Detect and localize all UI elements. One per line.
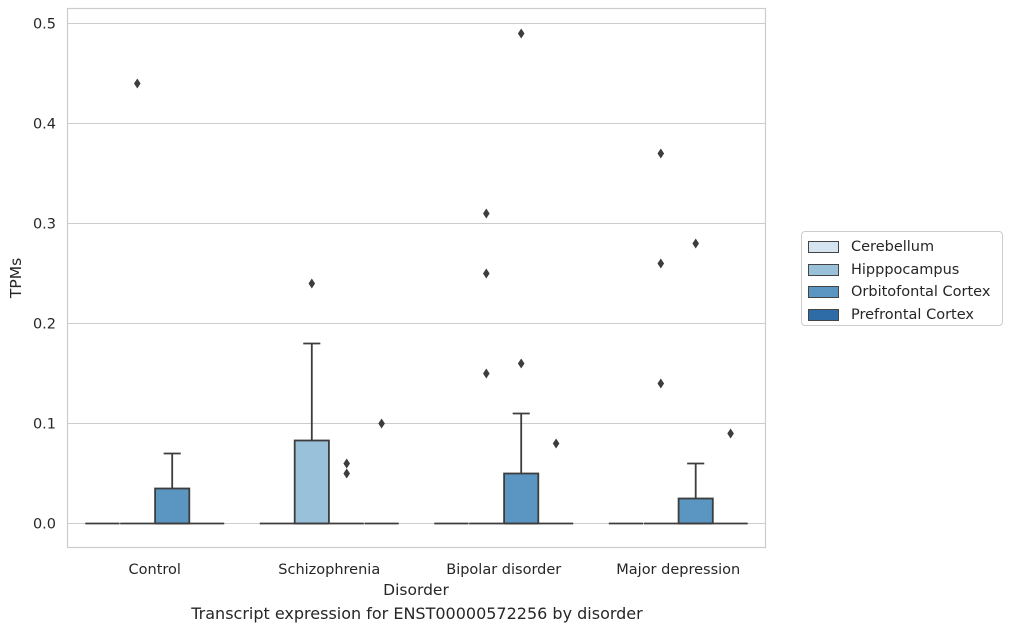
box-orbitofontal-cortex [503,28,540,525]
legend-swatch [808,263,839,276]
box-body [154,487,191,525]
outlier-point [343,458,350,469]
outlier-point [657,258,665,269]
y-tick-label: 0.0 [33,517,56,533]
y-tick-label: 0.3 [33,217,56,233]
outlier-point [517,28,525,39]
outlier-point [134,78,141,89]
outlier-point [483,208,490,219]
outlier-point [552,438,560,449]
box-orbitofontal-cortex [154,452,191,525]
x-tick-label: Schizophrenia [278,562,380,578]
box-hipppocampus [120,78,155,525]
box-hipppocampus [293,278,330,525]
outlier-point [343,468,350,479]
x-tick-label: Major depression [616,562,740,578]
y-tick-label: 0.2 [33,317,56,333]
plot-area-frame [66,7,767,549]
outlier-point [517,358,525,369]
x-axis-ticks: Control Schizophrenia Bipolar disorder Majo… [129,562,741,578]
chart-caption: Transcript expression for ENST0000057225… [191,604,643,623]
outlier-point [692,238,699,249]
box-prefrontal-cortex [364,418,399,525]
y-axis-label: TPMs [7,258,25,299]
legend-item-cerebellum: Cerebellum [808,236,996,259]
grid-lines [67,22,766,525]
outlier-point [483,368,490,379]
x-axis-label: Disorder [383,581,449,599]
box-body [677,497,714,525]
box-prefrontal-cortex [713,428,748,525]
box-series [85,28,748,525]
box-body [293,439,330,525]
x-tick-label: Bipolar disorder [446,562,561,578]
outlier-point [657,148,665,159]
box-orbitofontal-cortex [329,458,364,525]
box-orbitofontal-cortex [677,238,714,525]
x-tick-label: Control [129,562,181,578]
box-hipppocampus [643,148,678,525]
legend-item-prefrontal-cortex: Prefrontal Cortex [808,304,996,327]
y-axis-ticks: 0.0 0.1 0.2 0.3 0.4 0.5 [33,17,56,533]
box-prefrontal-cortex [538,438,574,525]
outlier-point [657,378,665,389]
y-tick-label: 0.5 [33,17,56,33]
legend-label: Cerebellum [851,239,935,256]
legend-item-orbitofrontal-cortex: Orbitofontal Cortex [808,281,996,304]
chart-legend: Cerebellum Hipppocampus Orbitofontal Cor… [801,231,1003,326]
y-tick-label: 0.4 [33,117,56,133]
outlier-point [308,278,316,289]
outlier-point [483,268,490,279]
box-body [503,472,540,525]
outlier-point [378,418,385,429]
legend-label: Orbitofontal Cortex [851,284,991,301]
legend-swatch [808,308,839,321]
legend-label: Prefrontal Cortex [851,306,974,323]
legend-swatch [808,286,839,299]
outlier-point [727,428,734,439]
legend-label: Hipppocampus [851,261,960,278]
legend-item-hippocampus: Hipppocampus [808,259,996,282]
y-tick-label: 0.1 [33,417,56,433]
legend-swatch [808,241,839,254]
box-hipppocampus [469,208,504,525]
